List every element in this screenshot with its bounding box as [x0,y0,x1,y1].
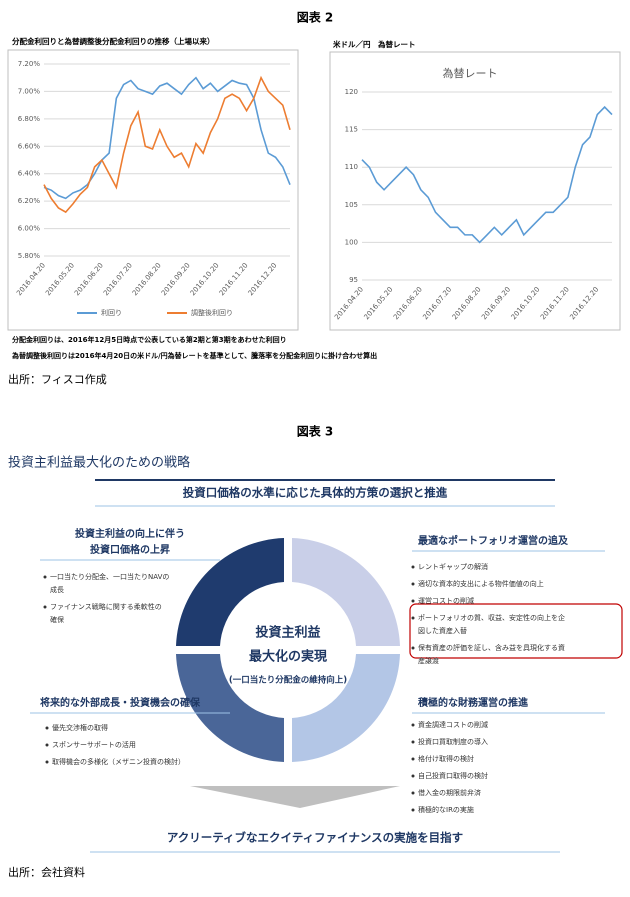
chart-caption: 分配金利回りと為替調整後分配金利回りの推移（上場以来） [12,36,215,46]
source: 出所：フィスコ作成 [8,372,107,386]
banner: 投資口価格の水準に応じた具体的方策の選択と推進 [183,486,448,500]
figure-title: 図表 2 [297,10,334,25]
note: 為替調整後利回りは2016年4月20日の米ドル/円為替レートを基準として、騰落率… [11,351,377,360]
chart-caption: 米ドル／円 為替レート [333,39,416,49]
quadrant-title: 将来的な外部成長・投資機会の確保 [40,696,201,709]
chart-frame [7,49,299,331]
bullet-text: 優先交渉権の取得 [52,723,108,732]
quadrant-title: 積極的な財務運営の推進 [417,696,529,709]
ring-center [222,584,354,716]
bullet [411,808,415,812]
center-text: (一口当たり分配金の維持向上) [229,675,347,686]
legend-label: 利回り [101,308,122,317]
y-tick-label: 110 [345,163,358,171]
bullet-text: ファイナンス戦略に関する柔軟性の [50,602,162,611]
chart-frame [329,51,621,331]
bullet [411,723,415,727]
footer: アクリーティブなエクイティファイナンスの実施を目指す [167,831,463,845]
bullet [411,791,415,795]
bullet [45,726,49,730]
bullet-text: 図した資産入替 [418,626,467,635]
bullet-text: スポンサーサポートの活用 [52,740,136,749]
bullet-text: 積極的なIRの実施 [418,805,474,814]
series-line [43,76,291,200]
ring-segment [292,654,400,762]
chart-title: 為替レート [443,66,498,80]
bullet-text: 自己投資口取得の検討 [418,771,488,780]
bullet-text: 投資口買取制度の導入 [418,737,488,746]
bullet-text: 運営コストの削減 [418,596,474,605]
ring-segment [176,538,284,646]
bullet [411,740,415,744]
bullet-text: 確保 [50,615,64,624]
y-tick-label: 100 [345,238,358,246]
bullet [411,774,415,778]
y-tick-label: 6.00% [18,225,41,233]
bullet [411,616,415,620]
bullet-text: 格付け取得の検討 [418,754,474,763]
bullet [411,582,415,586]
bullet-text: 保有資産の評価を証し、含み益を具現化する資 [418,643,565,652]
note: 分配金利回りは、2016年12月5日時点で公表している第2期と第3期をあわせた利… [12,335,287,344]
bullet [411,757,415,761]
heading: 投資主利益最大化のための戦略 [8,455,190,471]
bullet-text: レントギャップの解消 [418,562,488,571]
center-text: 最大化の実現 [249,649,327,665]
ring-segment [176,654,284,762]
bullet-text: 一口当たり分配金、一口当たりNAVの [50,572,169,581]
y-tick-label: 6.40% [18,170,41,178]
figure-title: 図表 3 [297,424,334,439]
y-tick-label: 5.80% [18,252,41,260]
y-tick-label: 6.20% [18,197,41,205]
y-tick-label: 7.20% [18,60,41,68]
bullet [411,646,415,650]
y-tick-label: 6.80% [18,115,41,123]
y-tick-label: 115 [345,126,358,134]
bullet-text: 成長 [50,585,64,594]
center-text: 投資主利益 [255,625,320,641]
y-tick-label: 120 [345,88,358,96]
quadrant-title: 投資主利益の向上に伴う [75,527,185,540]
bullet [45,743,49,747]
bullet [411,599,415,603]
y-tick-label: 105 [345,201,358,209]
legend-label: 調整後利回り [191,308,233,317]
highlight-box [409,603,623,659]
bullet [43,575,47,579]
quadrant-title: 最適なポートフォリオ運営の追及 [418,534,569,547]
bullet-text: ポートフォリオの質、収益、安定性の向上を企 [418,613,565,622]
bullet-text: 取得機会の多様化（メザニン投資の検討） [52,757,185,766]
series-line [43,75,291,214]
quadrant-title: 投資口価格の上昇 [90,543,170,556]
bullet-text: 産譲渡 [418,656,439,665]
bullet [411,565,415,569]
ring-segment [292,538,400,646]
y-tick-label: 95 [349,276,358,284]
bullet-text: 資金調達コストの削減 [418,720,488,729]
y-tick-label: 6.60% [18,142,41,150]
y-tick-label: 7.00% [18,87,41,95]
bullet-text: 借入金の期限前弁済 [418,788,481,797]
source: 出所：会社資料 [8,865,85,879]
bullet-text: 適切な資本的支出による物件価値の向上 [418,579,544,588]
bullet [43,605,47,609]
series-line [361,105,613,244]
arrow [190,786,400,808]
bullet [45,760,49,764]
